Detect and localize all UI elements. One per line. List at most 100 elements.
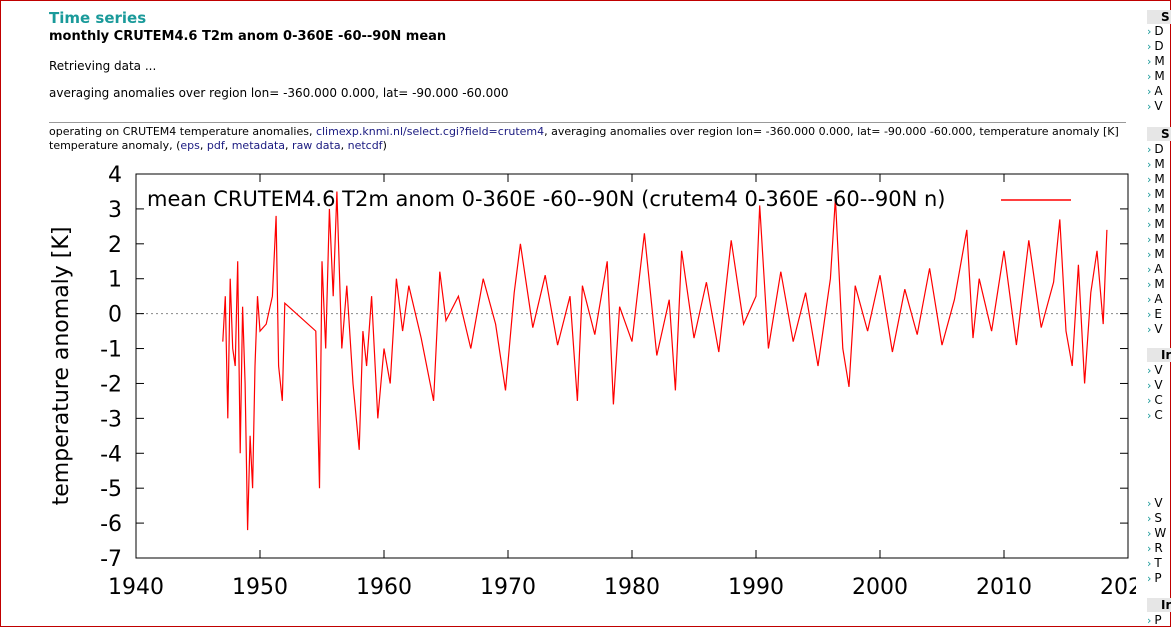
- sidebar-item-label: A: [1154, 292, 1163, 306]
- sidebar-item[interactable]: › R: [1147, 541, 1163, 556]
- sidebar-item[interactable]: › T: [1147, 556, 1162, 571]
- sidebar-item[interactable]: › A: [1147, 292, 1163, 307]
- sidebar-item[interactable]: › W: [1147, 526, 1166, 541]
- sidebar-item[interactable]: › D: [1147, 39, 1164, 54]
- sidebar-item[interactable]: › C: [1147, 408, 1163, 423]
- sidebar-item-label: V: [1154, 363, 1163, 377]
- chevron-right-icon: ›: [1147, 85, 1152, 98]
- sidebar-item-label: P: [1154, 613, 1162, 627]
- sidebar-item-label: M: [1154, 247, 1165, 261]
- netcdf-link[interactable]: netcdf: [347, 139, 383, 152]
- y-tick-label: 4: [108, 163, 122, 188]
- sidebar-item-label: M: [1154, 187, 1165, 201]
- sidebar-item[interactable]: › S: [1147, 511, 1162, 526]
- chevron-right-icon: ›: [1147, 278, 1152, 291]
- y-tick-label: -2: [100, 372, 122, 397]
- sidebar-item[interactable]: › V: [1147, 496, 1163, 511]
- eps-link[interactable]: eps: [180, 139, 200, 152]
- chevron-right-icon: ›: [1147, 203, 1152, 216]
- x-tick-label: 1970: [480, 575, 536, 600]
- sidebar-item-label: V: [1154, 378, 1163, 392]
- sidebar-item[interactable]: › D: [1147, 24, 1164, 39]
- chevron-right-icon: ›: [1147, 409, 1152, 422]
- sidebar: S S Ir Ir › D › D › M › M › A › V › D › M › M › M › M › M › M › M › A › M › A…: [1141, 1, 1171, 628]
- source-link[interactable]: climexp.knmi.nl/select.cgi?field=crutem4: [315, 125, 545, 138]
- y-tick-label: 0: [108, 303, 122, 328]
- x-tick-label: 1940: [108, 575, 164, 600]
- chevron-right-icon: ›: [1147, 614, 1152, 627]
- legend: mean CRUTEM4.6 T2m anom 0-360E -60--90N …: [147, 187, 1071, 211]
- x-tick-label: 2020: [1100, 575, 1136, 600]
- sidebar-item-label: R: [1154, 541, 1163, 555]
- chevron-right-icon: ›: [1147, 542, 1152, 555]
- chevron-right-icon: ›: [1147, 143, 1152, 156]
- chevron-right-icon: ›: [1147, 394, 1152, 407]
- sidebar-item-label: M: [1154, 217, 1165, 231]
- chevron-right-icon: ›: [1147, 40, 1152, 53]
- sidebar-item[interactable]: › E: [1147, 307, 1162, 322]
- sidebar-item-label: M: [1154, 157, 1165, 171]
- sidebar-item-label: M: [1154, 69, 1165, 83]
- sidebar-item[interactable]: › M: [1147, 54, 1165, 69]
- page-subtitle: monthly CRUTEM4.6 T2m anom 0-360E -60--9…: [49, 29, 447, 44]
- info-line-1: operating on CRUTEM4 temperature anomali…: [49, 125, 1126, 139]
- y-tick-label: -1: [100, 338, 122, 363]
- x-tick-label: 2010: [976, 575, 1032, 600]
- y-tick-label: -6: [100, 512, 122, 537]
- y-tick-label: 3: [108, 198, 122, 223]
- sidebar-item[interactable]: › M: [1147, 217, 1165, 232]
- chevron-right-icon: ›: [1147, 293, 1152, 306]
- y-tick-label: 1: [108, 268, 122, 293]
- sidebar-item-label: A: [1154, 262, 1163, 276]
- sidebar-item[interactable]: › V: [1147, 322, 1163, 337]
- sidebar-item-label: D: [1154, 142, 1164, 156]
- chevron-right-icon: ›: [1147, 512, 1152, 525]
- x-tick-label: 1980: [604, 575, 660, 600]
- sidebar-item[interactable]: › D: [1147, 142, 1164, 157]
- sidebar-item[interactable]: › M: [1147, 157, 1165, 172]
- sidebar-item[interactable]: › P: [1147, 613, 1162, 628]
- sidebar-item[interactable]: › V: [1147, 99, 1163, 114]
- chevron-right-icon: ›: [1147, 557, 1152, 570]
- y-axis-label: temperature anomaly [K]: [49, 227, 74, 506]
- chevron-right-icon: ›: [1147, 188, 1152, 201]
- plot-frame: [135, 173, 1129, 559]
- chevron-right-icon: ›: [1147, 248, 1152, 261]
- chevron-right-icon: ›: [1147, 379, 1152, 392]
- info-prefix: operating on CRUTEM4 temperature anomali…: [49, 125, 313, 138]
- sidebar-item[interactable]: › M: [1147, 187, 1165, 202]
- sidebar-item[interactable]: › M: [1147, 69, 1165, 84]
- sidebar-item-label: C: [1154, 408, 1163, 422]
- page-header: Time series monthly CRUTEM4.6 T2m anom 0…: [49, 9, 1129, 100]
- x-tick-label: 2000: [852, 575, 908, 600]
- info-line-2: temperature anomaly, (eps, pdf, metadata…: [49, 139, 387, 152]
- sidebar-item[interactable]: › M: [1147, 277, 1165, 292]
- y-tick-label: -5: [100, 477, 122, 502]
- chevron-right-icon: ›: [1147, 263, 1152, 276]
- pdf-link[interactable]: pdf: [206, 139, 225, 152]
- x-tick-label: 1960: [356, 575, 412, 600]
- page-title: Time series: [49, 9, 147, 27]
- metadata-link[interactable]: metadata: [231, 139, 286, 152]
- x-tick-label: 1990: [728, 575, 784, 600]
- sidebar-item[interactable]: › A: [1147, 84, 1163, 99]
- sidebar-item[interactable]: › M: [1147, 172, 1165, 187]
- sidebar-item[interactable]: › P: [1147, 571, 1162, 586]
- info-line2-suffix: ): [382, 139, 387, 152]
- sidebar-item[interactable]: › V: [1147, 378, 1163, 393]
- sidebar-item[interactable]: › A: [1147, 262, 1163, 277]
- chevron-right-icon: ›: [1147, 308, 1152, 321]
- sidebar-section-header: S: [1147, 10, 1171, 24]
- sidebar-item-label: D: [1154, 39, 1164, 53]
- sidebar-section-header: Ir: [1147, 598, 1171, 612]
- chevron-right-icon: ›: [1147, 364, 1152, 377]
- legend-label: mean CRUTEM4.6 T2m anom 0-360E -60--90N …: [147, 187, 946, 211]
- raw-data-link[interactable]: raw data: [292, 139, 341, 152]
- sidebar-item[interactable]: › M: [1147, 202, 1165, 217]
- chevron-right-icon: ›: [1147, 233, 1152, 246]
- sidebar-item[interactable]: › M: [1147, 247, 1165, 262]
- sidebar-item[interactable]: › M: [1147, 232, 1165, 247]
- sidebar-item[interactable]: › V: [1147, 363, 1163, 378]
- chevron-right-icon: ›: [1147, 173, 1152, 186]
- sidebar-item[interactable]: › C: [1147, 393, 1163, 408]
